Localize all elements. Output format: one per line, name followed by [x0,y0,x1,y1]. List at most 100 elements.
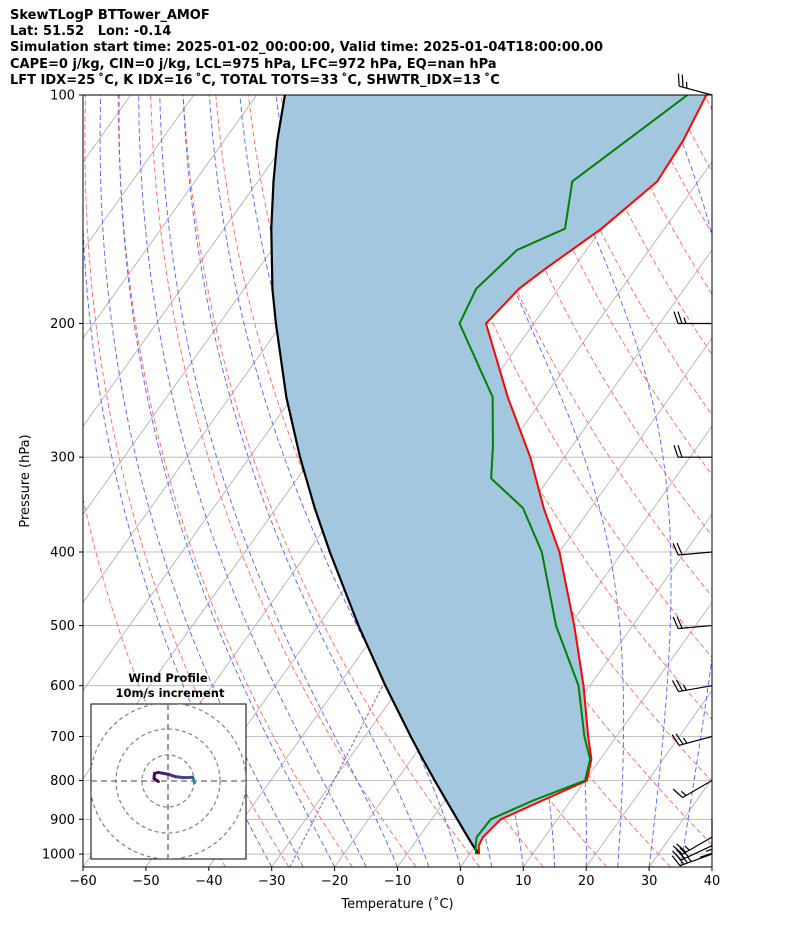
barb-staff [678,551,713,556]
barb-flag [673,311,679,324]
stability-params: CAPE=0 j/kg, CIN=0 j/kg, LCL=975 hPa, LF… [10,56,497,72]
barb-staff [682,836,713,855]
chart-axes: −60 −50 −40 −30 −20 −10 0 10 20 30 40 1000 900 800 700… [18,89,720,913]
barb-flag [672,616,679,629]
wind-barb [672,845,713,861]
inset-plot-area [91,704,246,859]
y-tick-label: 1000 [42,848,75,863]
barb-staff [679,85,713,96]
barb-flag [671,855,681,867]
barb-flag [675,848,686,859]
chart-title: SkewTLogP BTTower_AMOF [10,8,210,23]
wind-barbs [671,73,713,867]
barb-staff [679,853,713,867]
moist-adiabat [208,95,461,867]
sounding-profiles [270,95,708,855]
wind-barb [671,679,713,693]
barb-half-flag [705,848,713,852]
x-axis-label: Temperature (˚C) [340,896,453,912]
moist-adiabat [159,95,398,867]
y-tick-label: 900 [50,813,75,828]
cin-shaded-area [271,95,707,855]
y-tick-label: 400 [50,546,75,561]
x-tick-label: −40 [195,874,222,889]
isotherm-line [522,601,712,867]
barb-flag [672,850,682,861]
wind-barb [672,779,713,799]
barb-staff [682,779,713,799]
barb-flag [672,845,683,855]
barb-flag [672,788,683,798]
moist-adiabat [663,95,712,867]
y-tick-label: 200 [50,317,75,332]
chart-header: SkewTLogP BTTower_AMOF Lat: 51.52 Lon: -… [10,8,603,89]
moist-adiabat [99,95,304,867]
barb-staff [680,845,713,861]
dry-adiabat [737,95,794,867]
moist-adiabat [138,95,367,867]
x-tick-label: −10 [384,874,411,889]
barb-flag [675,733,684,745]
y-tick-label: 300 [50,451,75,466]
simulation-times: Simulation start time: 2025-01-02_00:00:… [10,40,603,56]
wind-barb [699,819,713,858]
x-tick-label: −50 [132,874,159,889]
mixing-ratio-line [289,685,384,867]
wind-barb [673,311,712,325]
barb-flag [672,543,679,556]
y-tick-label: 100 [50,89,75,104]
wind-barb [671,733,713,746]
barb-staff [678,624,713,630]
stability-indices: LFT IDX=25 ˚C, K IDX=16 ˚C, TOTAL TOTS=3… [10,72,500,88]
inset-title-line1: Wind Profile [128,671,208,685]
y-tick-label: 800 [50,774,75,789]
x-tick-label: −60 [69,874,96,889]
wind-barb [672,616,713,630]
dry-adiabat [704,95,712,111]
y-axis-label: Pressure (hPa) [18,434,33,527]
barb-flag [681,74,684,88]
wind-barb [672,542,713,556]
dry-adiabat [508,95,712,476]
temperature-profile-line [477,95,708,855]
inset-title-line2: 10m/s increment [116,686,225,700]
barb-staff [679,735,713,746]
x-tick-label: 40 [704,874,721,889]
barb-half-flag [683,317,687,324]
location-coordinates: Lat: 51.52 Lon: -0.14 [10,24,172,40]
moist-adiabat [711,864,712,867]
dry-adiabat [476,95,712,537]
dry-adiabat [83,496,226,867]
moist-adiabat [182,95,430,867]
dry-adiabat [671,95,712,173]
barb-flag [675,679,683,692]
dry-adiabat [84,95,290,867]
x-tick-label: 20 [578,874,595,889]
barb-half-flag [680,790,687,796]
dry-adiabat [770,95,794,867]
dry-adiabat [606,95,712,295]
wind-barb [677,73,713,96]
x-tick-label: 30 [641,874,658,889]
barb-flag [699,852,713,858]
barb-half-flag [682,737,688,744]
x-tick-label: −30 [258,874,285,889]
isotherm-line [711,866,712,867]
isotherm-line [83,95,195,251]
wind-barb [673,444,712,458]
barb-half-flag [682,684,687,691]
x-tick-label: 0 [456,874,464,889]
barb-flag [673,444,679,458]
dry-adiabat [150,95,417,867]
hodograph-segment [156,770,170,776]
cin-cape-shading [271,95,707,855]
barb-flag [676,616,683,629]
barb-flag [671,734,680,746]
barb-flag [677,444,683,458]
isotherm-line [0,95,68,867]
parcel-profile-line [270,95,480,855]
dry-adiabat [182,95,481,867]
isotherm-line [271,249,712,867]
barb-flag [676,843,687,853]
